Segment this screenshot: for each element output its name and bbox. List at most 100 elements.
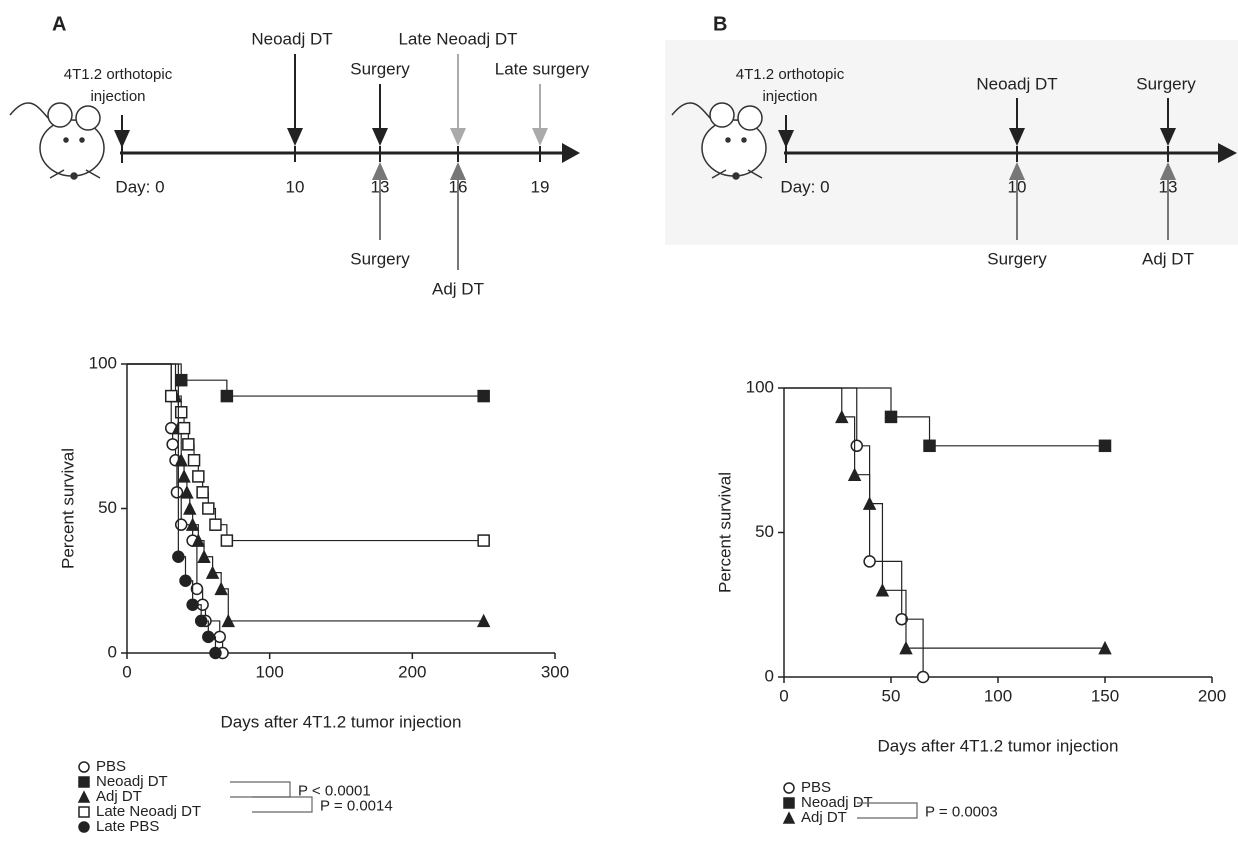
mouse-icon — [9, 102, 105, 180]
marker — [899, 640, 913, 655]
marker — [172, 550, 185, 564]
p-value: P < 0.0001 — [298, 782, 371, 799]
event-label: Late Neoadj DT — [398, 29, 517, 48]
marker — [835, 409, 849, 424]
legend-marker — [782, 811, 796, 824]
significance-bracket — [230, 781, 291, 798]
injection-label: injection — [90, 88, 145, 105]
day-label: Day: 0 — [115, 177, 164, 196]
x-tick-label: 200 — [398, 662, 426, 681]
marker — [170, 486, 184, 499]
marker — [190, 582, 204, 596]
event-label: Neoadj DT — [976, 74, 1057, 93]
marker — [202, 630, 215, 644]
x-tick-label: 100 — [255, 662, 283, 681]
legend-marker — [783, 797, 795, 809]
marker — [186, 598, 199, 611]
injection-label: injection — [762, 88, 817, 105]
survival-line — [784, 387, 1105, 447]
injection-label: 4T1.2 orthotopic — [64, 66, 173, 83]
marker — [847, 467, 862, 481]
p-value: P = 0.0003 — [925, 803, 998, 820]
event-label: Late surgery — [495, 59, 590, 78]
y-tick-label: 100 — [746, 377, 774, 396]
marker — [192, 470, 205, 483]
significance-bracket — [857, 802, 918, 819]
marker — [862, 496, 877, 510]
marker — [187, 453, 201, 467]
y-axis-label: Percent survival — [715, 472, 734, 593]
marker — [214, 581, 228, 596]
survival-line — [784, 387, 1105, 649]
x-axis-label: Days after 4T1.2 tumor injection — [221, 712, 462, 731]
x-tick-label: 50 — [882, 686, 901, 705]
legend-marker — [783, 782, 795, 794]
marker — [221, 613, 236, 628]
marker — [177, 421, 191, 435]
timeline-arrowhead — [562, 143, 580, 163]
marker — [923, 439, 936, 453]
y-tick-label: 0 — [108, 642, 117, 661]
injection-label: 4T1.2 orthotopic — [736, 66, 845, 83]
marker — [164, 389, 178, 403]
marker — [1098, 640, 1112, 655]
marker — [182, 438, 195, 451]
marker — [863, 555, 876, 568]
legend-label: PBS — [96, 758, 126, 775]
marker — [179, 574, 192, 587]
event-label: Adj DT — [432, 279, 484, 298]
marker — [177, 469, 191, 483]
legend-label: Late Neoadj DT — [96, 803, 201, 820]
event-label: Surgery — [987, 249, 1047, 268]
day-label: 19 — [531, 177, 550, 196]
marker — [209, 518, 222, 531]
legend-marker — [78, 821, 90, 833]
x-tick-label: 300 — [541, 662, 569, 681]
legend-label: Neoadj DT — [801, 794, 873, 811]
marker — [205, 565, 220, 579]
y-axis-label: Percent survival — [58, 448, 77, 569]
event-label: Surgery — [350, 59, 410, 78]
marker — [194, 614, 208, 628]
survival-line — [784, 387, 924, 677]
marker — [916, 670, 930, 684]
x-tick-label: 150 — [1091, 686, 1119, 705]
marker — [477, 389, 490, 403]
marker — [174, 406, 188, 419]
marker — [196, 486, 209, 499]
y-tick-label: 50 — [98, 498, 117, 517]
marker — [850, 439, 864, 453]
y-tick-label: 50 — [755, 522, 774, 541]
marker — [476, 613, 491, 628]
panel-label: B — [713, 13, 727, 35]
marker — [166, 438, 179, 451]
legend-label: Adj DT — [96, 788, 142, 805]
marker — [1098, 439, 1112, 453]
marker — [174, 373, 188, 387]
marker — [884, 410, 898, 424]
survival-line — [127, 363, 484, 542]
marker — [174, 518, 188, 531]
marker — [220, 534, 234, 547]
x-tick-label: 0 — [122, 662, 131, 681]
p-value: P = 0.0014 — [320, 797, 393, 814]
x-axis-label: Days after 4T1.2 tumor injection — [878, 736, 1119, 755]
timeline-ticks — [785, 143, 1169, 163]
x-tick-label: 200 — [1198, 686, 1226, 705]
event-label: Surgery — [350, 249, 410, 268]
y-tick-label: 0 — [765, 666, 774, 685]
legend-marker — [78, 776, 90, 788]
event-label: Adj DT — [1142, 249, 1194, 268]
legend-label: Neoadj DT — [96, 773, 168, 790]
panel-label: A — [52, 13, 66, 35]
event-label: Neoadj DT — [251, 29, 332, 48]
legend-label: PBS — [801, 779, 831, 796]
legend-label: Late PBS — [96, 818, 159, 835]
timeline-ticks — [121, 143, 541, 163]
legend-marker — [78, 806, 90, 818]
mouse-icon — [671, 102, 767, 180]
significance-bracket — [252, 796, 313, 813]
marker — [180, 485, 194, 499]
marker — [185, 517, 200, 531]
